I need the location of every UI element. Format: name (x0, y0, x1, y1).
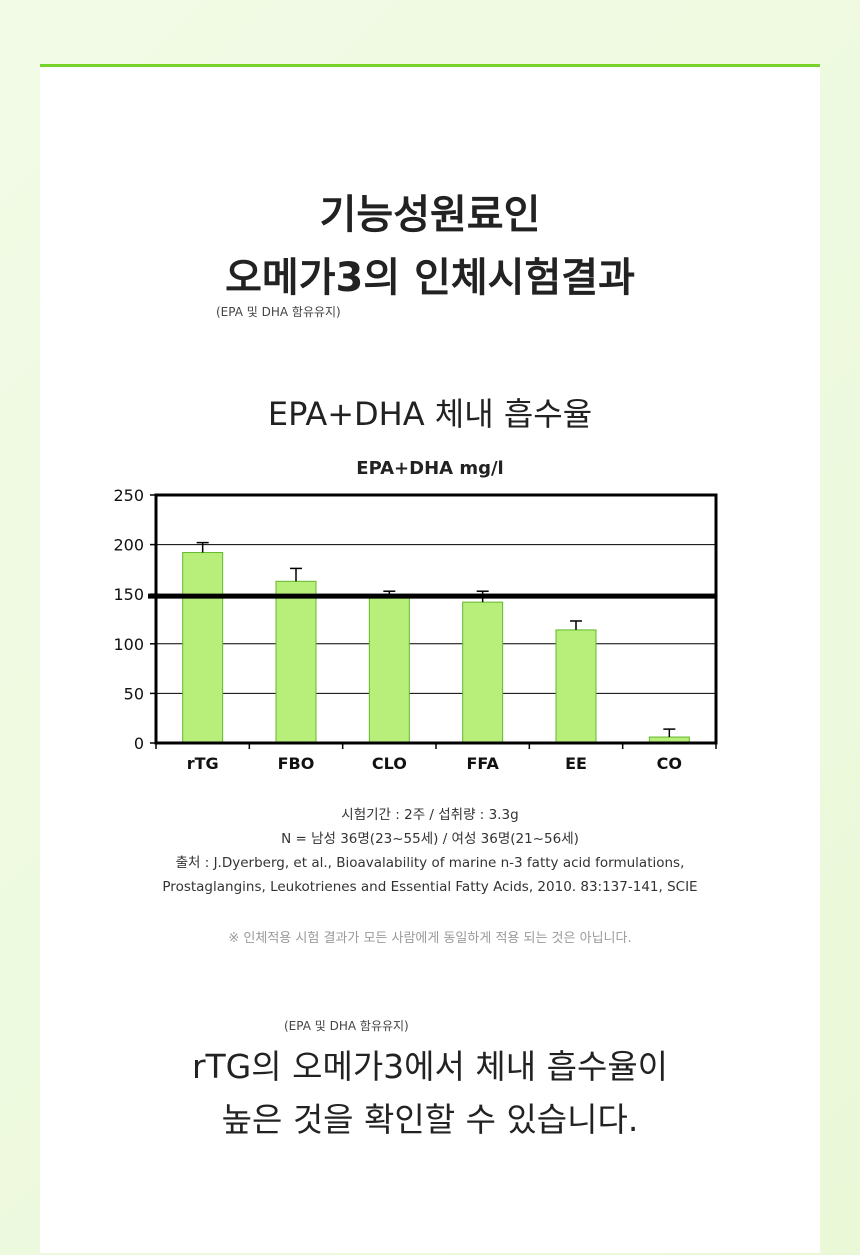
bar-FFA (462, 601, 504, 744)
chart-title: EPA+DHA mg/l (356, 458, 503, 479)
bottom-note: (EPA 및 DHA 함유유지) (284, 1019, 409, 1033)
bottom-message: rTG의 오메가3에서 체내 흡수율이 높은 것을 확인할 수 있습니다. (40, 1040, 820, 1146)
x-tick-label: rTG (187, 754, 219, 773)
note-line: 시험기간 : 2주 / 섭취량 : 3.3g (341, 807, 519, 823)
plot-frame (154, 493, 718, 745)
y-tick-label: 50 (124, 684, 144, 703)
bar-rTG (182, 552, 224, 744)
bar-CLO (368, 596, 410, 744)
y-tick-label: 100 (113, 635, 144, 654)
y-tick-label: 150 (113, 585, 144, 604)
x-tick-label: CO (657, 754, 682, 773)
plot-background (156, 495, 716, 743)
x-tick-label: FBO (278, 754, 315, 773)
test-notes: 시험기간 : 2주 / 섭취량 : 3.3g N = 남성 36명(23~55세… (40, 803, 820, 899)
chart-axes: 0 50 100 150 200 250 rTG FBO CLO FFA EE CO (113, 486, 718, 773)
bar-EE (555, 629, 597, 744)
note-line: 출처 : J.Dyerberg, et al., Bioavalability … (175, 855, 685, 871)
x-tick-label: FFA (466, 754, 499, 773)
page-title-line2: 오메가3의 인체시험결과 (225, 255, 635, 301)
x-tick-label: EE (565, 754, 587, 773)
y-tick-label: 200 (113, 536, 144, 555)
content-card: 기능성원료인 오메가3의 인체시험결과 (EPA 및 DHA 함유유지) EPA… (40, 64, 820, 1253)
title-note: (EPA 및 DHA 함유유지) (216, 305, 341, 319)
page-title-line1: 기능성원료인 (319, 192, 541, 238)
note-line: N = 남성 36명(23~55세) / 여성 36명(21~56세) (281, 831, 579, 847)
chart-gridlines (156, 494, 716, 743)
bottom-message-line1: rTG의 오메가3에서 체내 흡수율이 (191, 1047, 669, 1086)
note-line: Prostaglangins, Leukotrienes and Essenti… (162, 879, 698, 895)
absorption-bar-chart: EPA+DHA mg/l 0 50 100 150 200 250 rTG FBO CLO FFA… (113, 458, 718, 773)
y-tick-label: 0 (134, 734, 144, 753)
x-tick-label: CLO (372, 754, 407, 773)
bottom-message-line2: 높은 것을 확인할 수 있습니다. (221, 1100, 639, 1139)
y-tick-label: 250 (113, 486, 144, 505)
bar-FBO (275, 580, 317, 744)
disclaimer: ※ 인체적용 시험 결과가 모든 사람에게 동일하게 적용 되는 것은 아닙니다… (228, 931, 632, 946)
chart-heading: EPA+DHA 체내 흡수율 (267, 395, 593, 433)
